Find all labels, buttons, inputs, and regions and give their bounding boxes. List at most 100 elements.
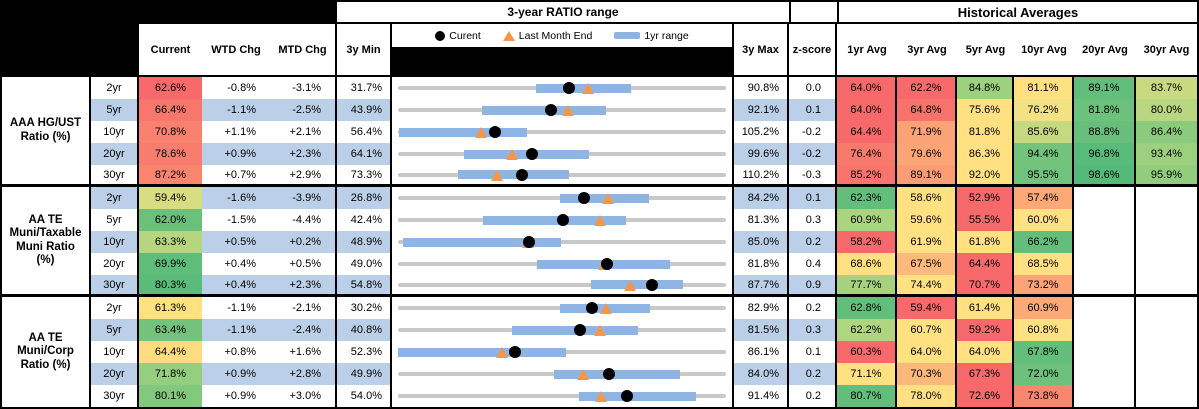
wtd-chg-cell: -1.1% xyxy=(202,319,270,341)
3y-max-cell: 87.7% xyxy=(734,275,789,297)
last-month-end-marker xyxy=(495,347,508,358)
historical-averages-title: Historical Averages xyxy=(837,2,1197,24)
avg-value-cell: 60.8% xyxy=(1014,319,1074,341)
last-month-end-marker xyxy=(595,391,608,402)
legend-strip: Curent Last Month End 1yr range xyxy=(392,24,732,47)
avg-value-cell xyxy=(1074,231,1136,253)
wtd-chg-cell: +0.9% xyxy=(202,143,270,165)
avg-value-cell: 79.6% xyxy=(897,143,957,165)
3y-min-cell: 49.9% xyxy=(337,363,392,385)
avg-value-cell: 52.9% xyxy=(957,187,1014,209)
avg-value-cell: 64.8% xyxy=(897,99,957,121)
tenor-cell: 30yr xyxy=(91,385,139,407)
avg-value-cell: 61.8% xyxy=(957,231,1014,253)
z-score-cell: -0.2 xyxy=(789,121,837,143)
avg-value-cell: 57.4% xyxy=(1014,187,1074,209)
10yr-avg-column-header: 10yr Avg xyxy=(1021,43,1067,56)
3y-min-cell: 56.4% xyxy=(337,121,392,143)
z-score-cell: 0.2 xyxy=(789,363,837,385)
wtd-chg-cell: -0.8% xyxy=(202,77,270,99)
3y-max-cell: 81.5% xyxy=(734,319,789,341)
3y-max-cell: 90.8% xyxy=(734,77,789,99)
range-chart-cell xyxy=(392,99,734,121)
z-score-cell: 0.1 xyxy=(789,187,837,209)
3y-min-cell: 64.1% xyxy=(337,143,392,165)
change-columns-header: Current WTD Chg MTD Chg xyxy=(139,24,337,77)
last-month-end-marker xyxy=(490,169,503,181)
current-value-cell: 80.1% xyxy=(139,385,202,407)
3y-min-cell: 26.8% xyxy=(337,187,392,209)
5yr-avg-column-header: 5yr Avg xyxy=(965,43,1006,56)
z-score-column-header: z-score xyxy=(789,24,837,77)
avg-value-cell: 67.5% xyxy=(897,253,957,275)
3y-max-column-header: 3y Max xyxy=(734,24,789,77)
legend-lme-label: Last Month End xyxy=(518,29,593,42)
avg-value-cell xyxy=(1074,297,1136,319)
avg-value-cell xyxy=(1074,209,1136,231)
current-column-header: Current xyxy=(150,43,191,56)
wtd-chg-column-header: WTD Chg xyxy=(211,43,261,56)
top-left-spacer xyxy=(2,2,337,24)
wtd-chg-cell: +0.8% xyxy=(202,341,270,363)
current-value-cell: 71.8% xyxy=(139,363,202,385)
wtd-chg-cell: +1.1% xyxy=(202,121,270,143)
current-value-cell: 78.6% xyxy=(139,143,202,165)
3y-max-cell: 81.8% xyxy=(734,253,789,275)
avg-value-cell: 55.5% xyxy=(957,209,1014,231)
legend-current-label: Curent xyxy=(449,29,481,42)
avg-value-cell: 71.1% xyxy=(837,363,897,385)
current-value-cell: 62.0% xyxy=(139,209,202,231)
current-value-cell: 63.4% xyxy=(139,319,202,341)
avg-value-cell: 64.4% xyxy=(837,121,897,143)
avg-value-cell: 60.9% xyxy=(1014,297,1074,319)
range-plot xyxy=(398,275,726,294)
mtd-chg-cell: -3.9% xyxy=(270,187,337,209)
3y-max-cell: 84.0% xyxy=(734,363,789,385)
avg-value-cell: 83.7% xyxy=(1136,77,1197,99)
chart-range-title: 3-year RATIO range xyxy=(337,2,789,24)
mtd-chg-cell: +1.6% xyxy=(270,341,337,363)
avg-value-cell xyxy=(1136,385,1197,407)
1yr-range-bar-icon xyxy=(614,32,641,39)
avg-value-cell: 62.2% xyxy=(897,77,957,99)
current-marker xyxy=(509,346,522,358)
mtd-chg-cell: +2.8% xyxy=(270,363,337,385)
3y-min-cell: 30.2% xyxy=(337,297,392,319)
avg-value-cell xyxy=(1074,275,1136,297)
z-score-cell: 0.0 xyxy=(789,77,837,99)
legend-range-item: 1yr range xyxy=(614,29,689,42)
wtd-chg-cell: +0.7% xyxy=(202,165,270,187)
avg-value-cell: 62.2% xyxy=(837,319,897,341)
tenor-cell: 5yr xyxy=(91,209,139,231)
3y-max-cell: 91.4% xyxy=(734,385,789,407)
avg-value-cell: 72.0% xyxy=(1014,363,1074,385)
wtd-chg-cell: +0.4% xyxy=(202,275,270,297)
current-marker xyxy=(488,126,501,138)
3y-min-column-header: 3y Min xyxy=(337,24,392,77)
1yr-range-bar xyxy=(482,105,606,115)
3y-min-cell: 43.9% xyxy=(337,99,392,121)
mtd-chg-cell: +2.3% xyxy=(270,275,337,297)
mtd-chg-cell: -4.4% xyxy=(270,209,337,231)
avg-value-cell xyxy=(1074,363,1136,385)
tenor-cell: 2yr xyxy=(91,187,139,209)
avg-value-cell xyxy=(1136,363,1197,385)
range-chart-cell xyxy=(392,165,734,187)
current-value-cell: 80.3% xyxy=(139,275,202,297)
3y-max-cell: 105.2% xyxy=(734,121,789,143)
3y-min-cell: 54.0% xyxy=(337,385,392,407)
avg-value-cell: 66.2% xyxy=(1014,231,1074,253)
group-label: AA TE Muni/Corp Ratio (%) xyxy=(2,297,91,407)
current-marker xyxy=(585,302,598,314)
avg-value-cell xyxy=(1074,253,1136,275)
3y-min-cell: 48.9% xyxy=(337,231,392,253)
avg-value-cell: 67.3% xyxy=(957,363,1014,385)
30yr-avg-column-header: 30yr Avg xyxy=(1143,43,1190,56)
avg-value-cell xyxy=(1136,253,1197,275)
legend-range-label: 1yr range xyxy=(644,29,689,42)
tenor-cell: 10yr xyxy=(91,121,139,143)
avg-value-cell: 86.4% xyxy=(1136,121,1197,143)
z-score-header-spacer xyxy=(789,2,837,24)
avg-value-cell: 73.8% xyxy=(1014,385,1074,407)
z-score-cell: 0.3 xyxy=(789,319,837,341)
